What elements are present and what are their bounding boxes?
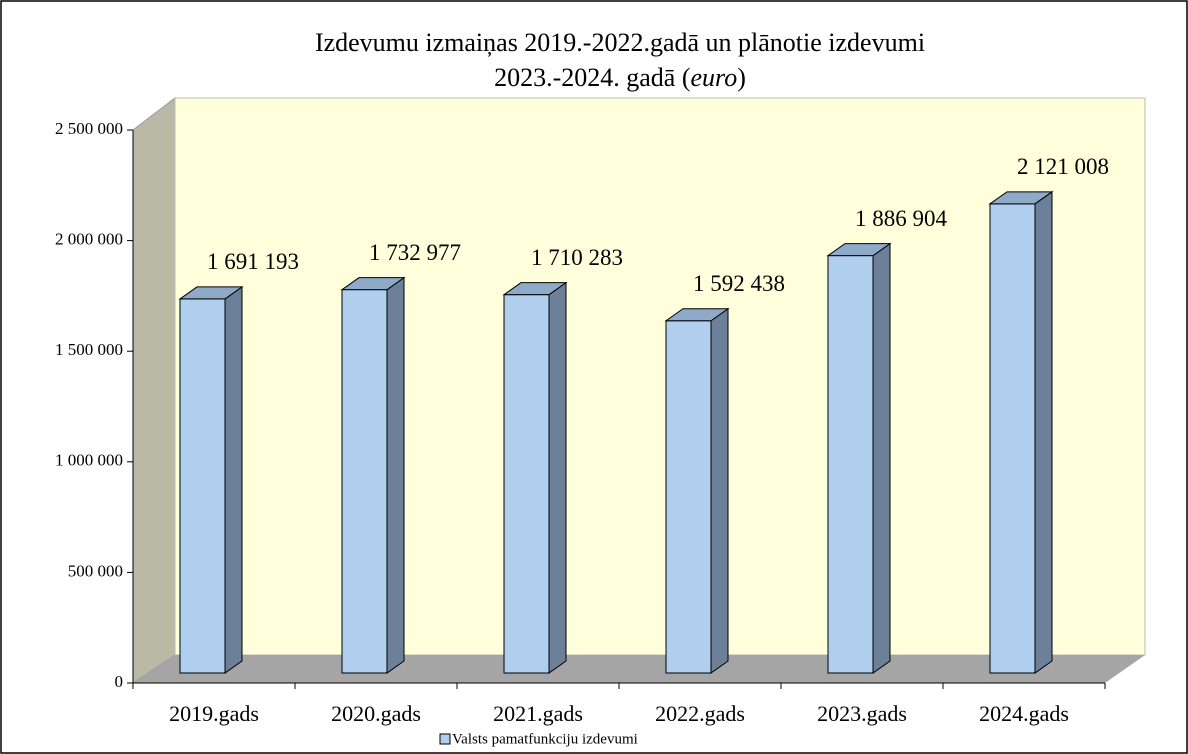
y-tick-label: 1 500 000 <box>55 340 123 359</box>
value-label: 2 121 008 <box>1017 154 1109 179</box>
legend-swatch <box>439 733 451 745</box>
bar-side <box>548 281 567 674</box>
title-part: ) <box>737 63 746 92</box>
bar <box>179 298 226 674</box>
bar <box>341 289 388 674</box>
bar-top <box>664 308 730 322</box>
value-label: 1 592 438 <box>693 271 785 296</box>
y-tick-label: 2 500 000 <box>55 119 123 138</box>
x-tick-label: 2020.gads <box>331 701 421 726</box>
bar-side <box>1034 190 1053 674</box>
bar-side <box>386 276 405 674</box>
y-tick-label: 500 000 <box>68 561 123 580</box>
bar-top <box>988 191 1054 205</box>
y-tick-label: 1 000 000 <box>55 451 123 470</box>
bar-top <box>340 277 406 291</box>
x-tick-label: 2022.gads <box>655 701 745 726</box>
value-label: 1 710 283 <box>531 245 623 270</box>
x-tick-label: 2019.gads <box>169 701 259 726</box>
x-tick-label: 2023.gads <box>817 701 907 726</box>
bar-side <box>224 285 243 674</box>
back-wall <box>174 97 1146 656</box>
bar-top <box>826 243 892 257</box>
value-label: 1 732 977 <box>369 240 461 265</box>
value-label: 1 691 193 <box>207 249 299 274</box>
legend-label: Valsts pamatfunkciju izdevumi <box>452 731 638 747</box>
chart-title: 2023.-2024. gadā (euro) <box>494 63 746 92</box>
y-tick-label: 0 <box>115 672 124 691</box>
x-tick-label: 2021.gads <box>493 701 583 726</box>
bar-side <box>710 307 729 674</box>
chart-title: Izdevumu izmaiņas 2019.-2022.gadā un plā… <box>315 28 925 57</box>
bar <box>665 320 712 674</box>
bar <box>989 203 1036 674</box>
y-tick-label: 2 000 000 <box>55 230 123 249</box>
value-label: 1 886 904 <box>855 206 948 231</box>
title-part: euro <box>691 63 738 92</box>
bar-side <box>872 242 891 674</box>
bar-top <box>502 282 568 296</box>
side-wall <box>132 96 176 684</box>
bar-top <box>178 286 244 300</box>
bar <box>827 255 874 674</box>
x-tick-label: 2024.gads <box>979 701 1069 726</box>
title-part: 2023.-2024. gadā ( <box>494 63 690 92</box>
bar <box>503 294 550 674</box>
